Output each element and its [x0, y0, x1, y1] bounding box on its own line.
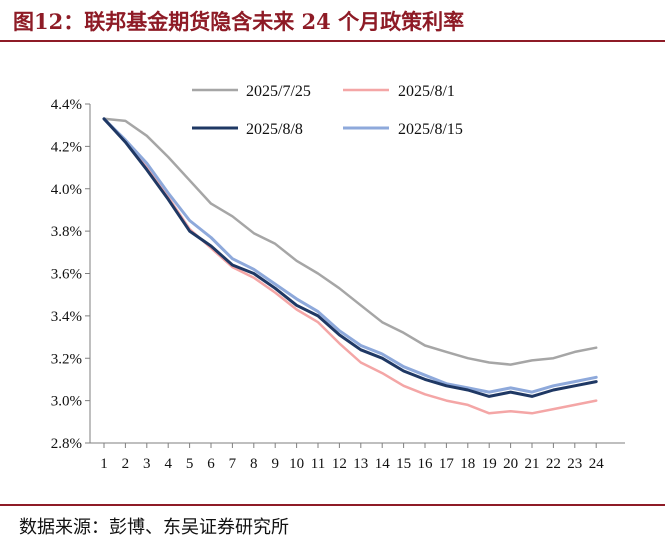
x-tick-label: 17 — [439, 456, 455, 472]
x-tick-label: 11 — [311, 456, 325, 472]
figure-title: 图12：联邦基金期货隐含未来 24 个月政策利率 — [13, 9, 465, 34]
x-tick-label: 19 — [482, 456, 497, 472]
x-tick-label: 24 — [589, 456, 605, 472]
y-tick-label: 3.6% — [51, 267, 82, 283]
x-tick-label: 1 — [100, 456, 108, 472]
chart-legend: 2025/7/25 2025/8/1 2025/8/8 2025/8/15 — [192, 83, 463, 138]
y-tick-label: 2.8% — [51, 436, 82, 452]
x-tick-label: 20 — [503, 456, 518, 472]
source-note: 数据来源：彭博、东吴证券研究所 — [19, 517, 289, 538]
x-tick-label: 13 — [353, 456, 368, 472]
chart-axes: 2.8%3.0%3.2%3.4%3.6%3.8%4.0%4.2%4.4%1 2 3 4… — [51, 97, 625, 472]
x-tick-label: 6 — [207, 456, 215, 472]
x-tick-label: 14 — [375, 456, 391, 472]
legend-label-3: 2025/8/8 — [246, 121, 303, 138]
y-tick-label: 4.2% — [51, 139, 82, 155]
y-tick-label: 3.8% — [51, 224, 82, 240]
legend-label-1: 2025/7/25 — [246, 83, 311, 100]
footer: 数据来源：彭博、东吴证券研究所 — [0, 504, 665, 541]
series-line-2 — [102, 117, 598, 415]
line-chart: 2.8%3.0%3.2%3.4%3.6%3.8%4.0%4.2%4.4%1 2 3 4… — [51, 83, 625, 472]
x-tick-label: 12 — [332, 456, 347, 472]
x-tick-label: 16 — [418, 456, 434, 472]
y-tick-label: 3.0% — [51, 394, 82, 410]
legend-label-2: 2025/8/1 — [398, 83, 455, 100]
x-tick-label: 21 — [525, 456, 540, 472]
series-line-4 — [102, 117, 598, 394]
x-tick-label: 23 — [567, 456, 582, 472]
x-tick-label: 9 — [271, 456, 279, 472]
x-tick-label: 5 — [186, 456, 194, 472]
series-line-1 — [102, 117, 598, 366]
x-tick-label: 4 — [164, 456, 172, 472]
chart-series — [102, 117, 598, 415]
x-tick-label: 7 — [229, 456, 237, 472]
legend-label-4: 2025/8/15 — [398, 121, 463, 138]
y-tick-label: 3.2% — [51, 351, 82, 367]
series-line-3 — [102, 117, 598, 398]
x-tick-label: 3 — [143, 456, 151, 472]
x-tick-label: 15 — [396, 456, 411, 472]
x-tick-label: 2 — [122, 456, 130, 472]
x-tick-label: 10 — [289, 456, 304, 472]
x-tick-label: 18 — [460, 456, 475, 472]
title-bar: 图12：联邦基金期货隐含未来 24 个月政策利率 — [0, 0, 665, 42]
y-tick-label: 4.0% — [51, 182, 82, 198]
x-tick-label: 22 — [546, 456, 561, 472]
y-tick-label: 4.4% — [51, 97, 82, 113]
y-tick-label: 3.4% — [51, 309, 82, 325]
x-tick-label: 8 — [250, 456, 258, 472]
